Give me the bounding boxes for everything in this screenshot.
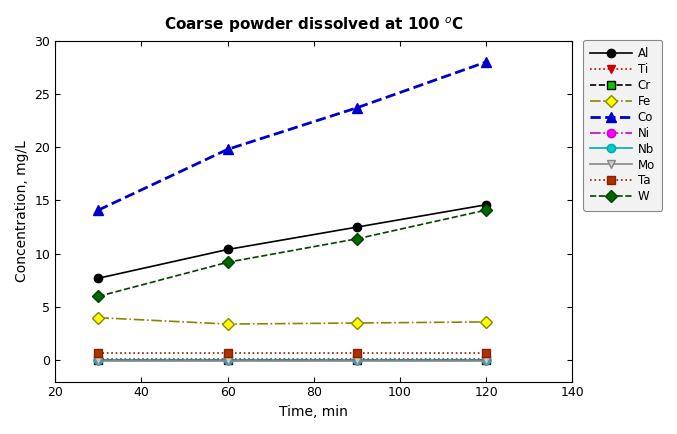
Cr — [353, 358, 361, 363]
Cr — [94, 358, 102, 363]
Ni — [482, 357, 490, 362]
Co — [94, 207, 102, 213]
Cr — [223, 358, 232, 363]
Legend: Al, Ti, Cr, Fe, Co, Ni, Nb, Mo, Ta, W: Al, Ti, Cr, Fe, Co, Ni, Nb, Mo, Ta, W — [584, 40, 662, 210]
Cr — [482, 358, 490, 363]
W — [223, 260, 232, 265]
Line: Co: Co — [93, 57, 491, 215]
Ni — [223, 357, 232, 362]
Line: Ni: Ni — [94, 355, 490, 364]
Mo — [94, 359, 102, 364]
Fe — [94, 315, 102, 320]
Fe — [223, 322, 232, 327]
X-axis label: Time, min: Time, min — [280, 405, 348, 419]
Al — [94, 276, 102, 281]
W — [353, 236, 361, 241]
W — [94, 294, 102, 299]
Line: Ti: Ti — [94, 355, 490, 363]
Ti — [94, 357, 102, 362]
Ta — [94, 350, 102, 355]
Ni — [94, 357, 102, 362]
Line: W: W — [94, 206, 490, 300]
Mo — [223, 359, 232, 364]
Nb — [223, 358, 232, 363]
Fe — [482, 319, 490, 325]
Nb — [353, 358, 361, 363]
Mo — [482, 359, 490, 364]
Nb — [94, 358, 102, 363]
Ti — [482, 357, 490, 362]
Mo — [353, 359, 361, 364]
Ta — [482, 350, 490, 355]
Al — [353, 224, 361, 230]
Line: Fe: Fe — [94, 313, 490, 328]
Fe — [353, 320, 361, 326]
Co — [223, 147, 232, 152]
Title: Coarse powder dissolved at 100 $^o$C: Coarse powder dissolved at 100 $^o$C — [164, 15, 464, 35]
Ni — [353, 357, 361, 362]
Y-axis label: Concentration, mg/L: Concentration, mg/L — [15, 140, 29, 282]
Ta — [353, 350, 361, 355]
Line: Ta: Ta — [94, 349, 490, 357]
Al — [482, 202, 490, 207]
Ti — [353, 357, 361, 362]
Co — [482, 59, 490, 65]
Ta — [223, 350, 232, 355]
Line: Nb: Nb — [94, 356, 490, 365]
W — [482, 207, 490, 213]
Nb — [482, 358, 490, 363]
Al — [223, 247, 232, 252]
Line: Mo: Mo — [94, 357, 490, 365]
Co — [353, 105, 361, 110]
Line: Al: Al — [94, 201, 490, 283]
Ti — [223, 357, 232, 362]
Line: Cr: Cr — [94, 356, 490, 364]
